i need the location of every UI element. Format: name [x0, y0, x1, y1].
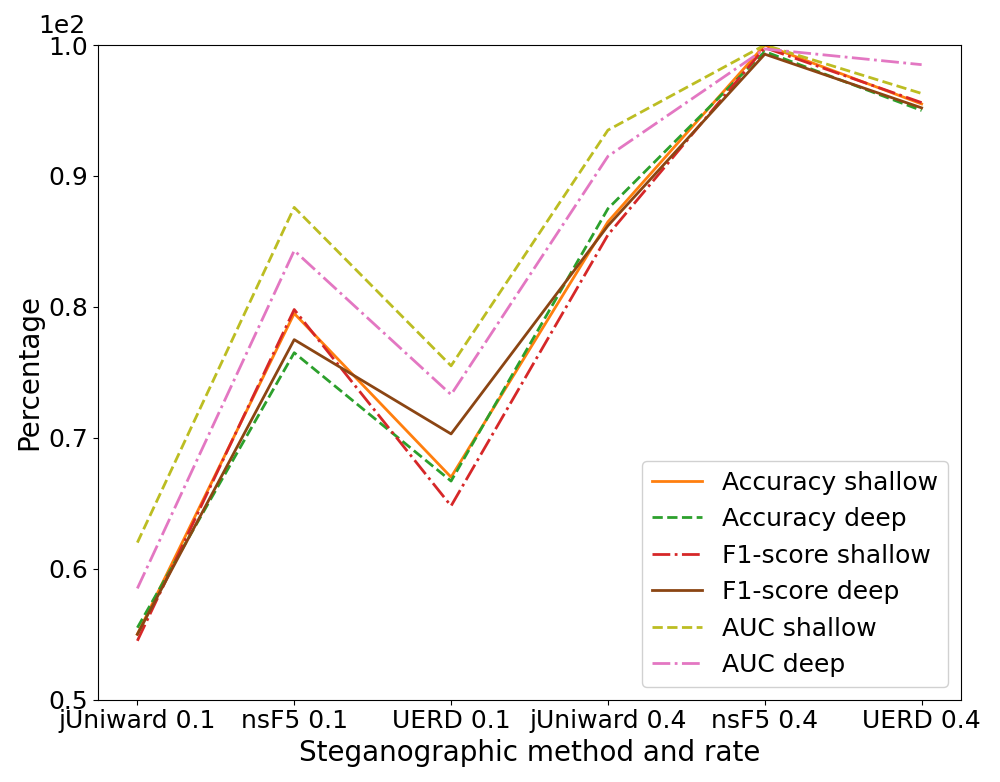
AUC deep: [602, 152, 614, 161]
F1-score deep: [445, 429, 457, 439]
Line: AUC deep: AUC deep: [137, 49, 922, 588]
Accuracy shallow: [602, 217, 614, 227]
F1-score deep: [602, 221, 614, 231]
Accuracy deep: [916, 106, 928, 115]
Accuracy deep: [759, 47, 771, 56]
AUC deep: [131, 583, 143, 593]
AUC shallow: [916, 89, 928, 99]
Accuracy shallow: [131, 630, 143, 639]
Accuracy deep: [288, 348, 300, 357]
AUC shallow: [602, 125, 614, 135]
AUC shallow: [759, 41, 771, 50]
Line: F1-score shallow: F1-score shallow: [137, 48, 922, 640]
AUC shallow: [445, 361, 457, 371]
Legend: Accuracy shallow, Accuracy deep, F1-score shallow, F1-score deep, AUC shallow, A: Accuracy shallow, Accuracy deep, F1-scor…: [642, 461, 948, 687]
Text: 1e2: 1e2: [38, 15, 85, 38]
Accuracy deep: [445, 476, 457, 486]
AUC deep: [759, 45, 771, 54]
Accuracy deep: [602, 204, 614, 213]
AUC deep: [445, 390, 457, 400]
AUC deep: [916, 60, 928, 70]
Accuracy shallow: [759, 41, 771, 50]
F1-score deep: [131, 630, 143, 639]
X-axis label: Steganographic method and rate: Steganographic method and rate: [299, 739, 760, 767]
F1-score shallow: [759, 43, 771, 52]
F1-score deep: [759, 49, 771, 59]
Y-axis label: Percentage: Percentage: [15, 294, 43, 450]
Accuracy shallow: [916, 99, 928, 109]
F1-score shallow: [131, 636, 143, 645]
F1-score deep: [288, 335, 300, 344]
AUC deep: [288, 246, 300, 255]
AUC shallow: [131, 538, 143, 547]
F1-score shallow: [288, 305, 300, 314]
Accuracy shallow: [288, 309, 300, 318]
Line: F1-score deep: F1-score deep: [137, 54, 922, 634]
F1-score deep: [916, 103, 928, 113]
F1-score shallow: [445, 501, 457, 511]
Accuracy deep: [131, 623, 143, 633]
Line: AUC shallow: AUC shallow: [137, 45, 922, 543]
Line: Accuracy deep: Accuracy deep: [137, 52, 922, 628]
F1-score shallow: [916, 98, 928, 107]
Line: Accuracy shallow: Accuracy shallow: [137, 45, 922, 634]
AUC shallow: [288, 203, 300, 212]
Accuracy shallow: [445, 472, 457, 482]
F1-score shallow: [602, 230, 614, 239]
